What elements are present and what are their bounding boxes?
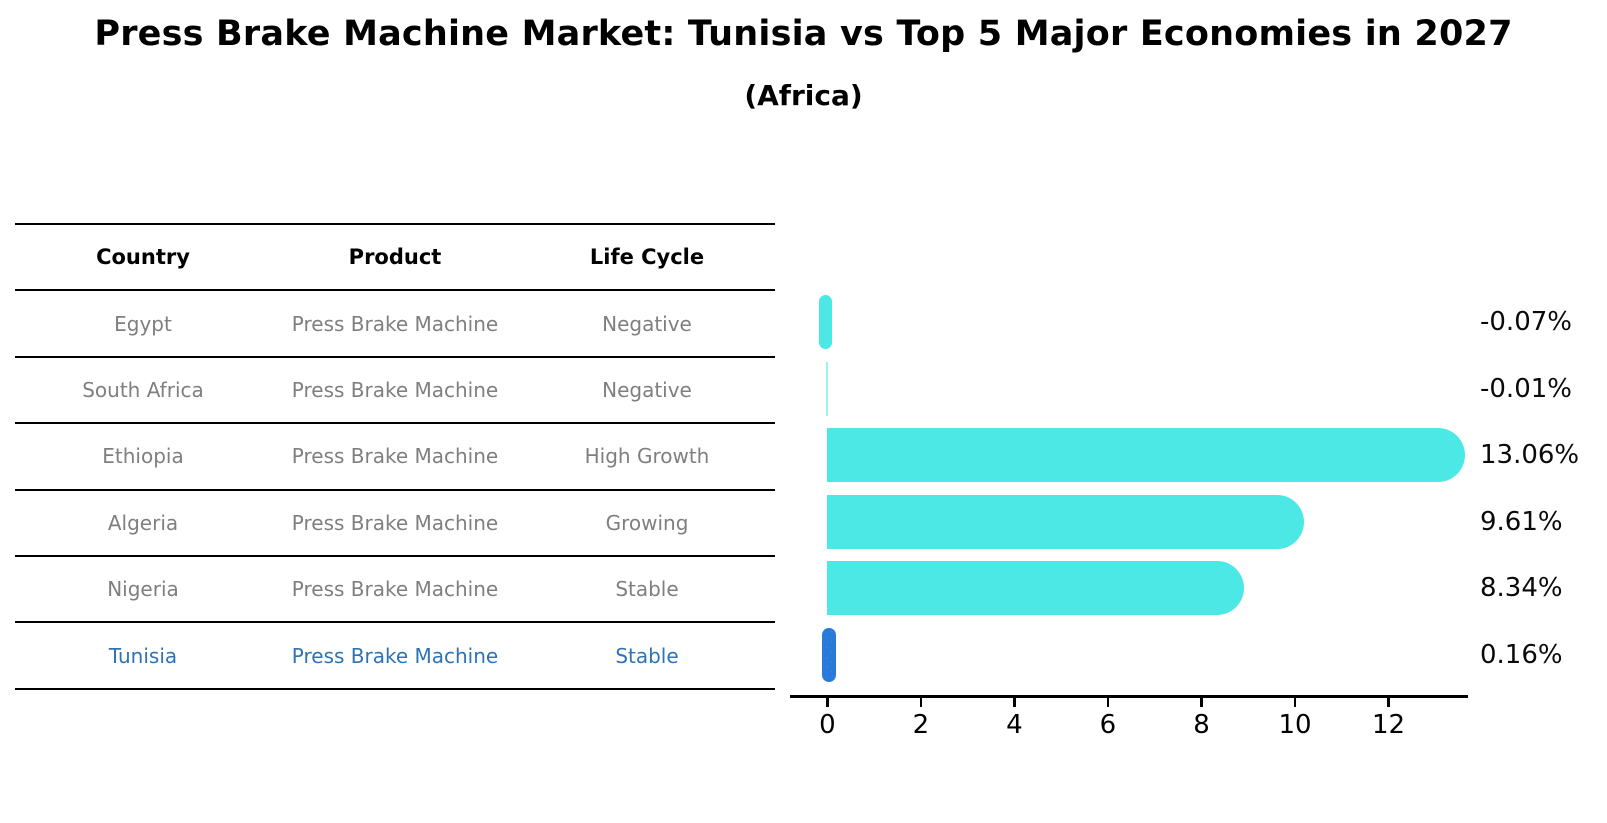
table-cell-product: Press Brake Machine xyxy=(291,510,499,535)
bar-nigeria xyxy=(827,561,1245,616)
x-tick-mark xyxy=(1106,698,1110,707)
table-header-product: Product xyxy=(348,245,442,270)
bar-ethiopia xyxy=(827,428,1466,483)
table-cell-life-cycle: Negative xyxy=(602,377,692,402)
value-label-ethiopia: 13.06% xyxy=(1480,440,1580,471)
page-title: Press Brake Machine Market: Tunisia vs T… xyxy=(94,14,1513,54)
x-tick-label: 10 xyxy=(1278,710,1312,740)
table-cell-country: Tunisia xyxy=(108,643,178,668)
x-tick-mark xyxy=(1013,698,1016,707)
value-label-algeria: 9.61% xyxy=(1480,506,1563,537)
x-tick-label: 12 xyxy=(1371,710,1406,740)
table-cell-country: Algeria xyxy=(107,510,179,535)
table-cell-life-cycle: Negative xyxy=(602,311,692,336)
bar-tunisia xyxy=(822,627,836,682)
table-cell-country: South Africa xyxy=(82,377,204,402)
table-header-country: Country xyxy=(96,245,190,270)
table-cell-country: Ethiopia xyxy=(102,444,184,469)
value-label-tunisia: 0.16% xyxy=(1480,639,1563,670)
table-cell-life-cycle: High Growth xyxy=(584,444,710,469)
x-tick-label: 0 xyxy=(819,710,836,740)
table-cell-life-cycle: Stable xyxy=(615,643,679,668)
x-tick-mark xyxy=(1387,698,1390,707)
value-label-south-africa: -0.01% xyxy=(1480,373,1572,404)
table-row: Nigeria Press Brake Machine Stable xyxy=(15,554,775,621)
x-tick-mark xyxy=(826,698,829,707)
value-label-egypt: -0.07% xyxy=(1480,307,1572,338)
table-row: Algeria Press Brake Machine Growing xyxy=(15,488,775,555)
page-subtitle: (Africa) xyxy=(744,79,863,112)
table-cell-product: Press Brake Machine xyxy=(291,311,499,336)
x-tick-label: 2 xyxy=(912,710,930,740)
value-label-nigeria: 8.34% xyxy=(1480,573,1563,604)
table-cell-product: Press Brake Machine xyxy=(291,444,499,469)
table-cell-country: Nigeria xyxy=(107,577,179,602)
table-row: Ethiopia Press Brake Machine High Growth xyxy=(15,422,775,488)
table-body: Egypt Press Brake Machine Negative South Af… xyxy=(15,289,775,687)
table-row: Tunisia Press Brake Machine Stable xyxy=(15,621,775,687)
table-cell-country: Egypt xyxy=(114,311,172,336)
country-table: Country Product Life Cycle Egypt Press Br… xyxy=(15,223,775,690)
table-row: Egypt Press Brake Machine Negative xyxy=(15,289,775,355)
table-cell-product: Press Brake Machine xyxy=(291,577,499,602)
table-header-row: Country Product Life Cycle xyxy=(15,223,775,289)
x-tick-mark xyxy=(1293,698,1297,707)
bar-egypt xyxy=(819,295,833,350)
table-cell-life-cycle: Stable xyxy=(615,577,679,602)
table-header-life-cycle: Life Cycle xyxy=(589,245,705,270)
bar-south-africa xyxy=(825,361,829,416)
x-axis-line xyxy=(790,695,1468,698)
x-tick-label: 8 xyxy=(1193,710,1210,740)
table-row: South Africa Press Brake Machine Negative xyxy=(15,355,775,422)
x-tick-label: 4 xyxy=(1006,710,1023,740)
bar-chart: -0.07% -0.01% 13.06% 9.61% 8.34% 0.16% 0 2 4 6 8 1… xyxy=(790,289,1607,759)
table-cell-life-cycle: Growing xyxy=(605,510,689,535)
x-tick-mark xyxy=(1200,698,1203,707)
bar-algeria xyxy=(827,494,1304,549)
x-tick-mark xyxy=(919,698,923,707)
table-cell-product: Press Brake Machine xyxy=(291,643,499,668)
table-cell-product: Press Brake Machine xyxy=(291,377,499,402)
x-tick-label: 6 xyxy=(1099,710,1117,740)
